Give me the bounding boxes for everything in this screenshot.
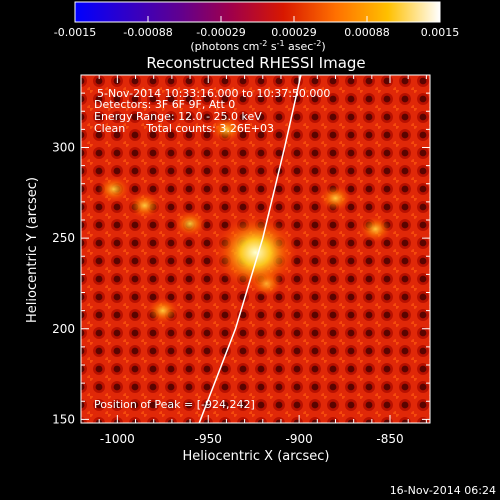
solar-limb-line [198, 75, 302, 423]
emission-sources [97, 116, 392, 324]
info-line-energy: Energy Range: 12.0 - 25.0 keV [94, 110, 262, 123]
y-tick-label: 150 [52, 412, 75, 426]
info-line-time: 5-Nov-2014 10:33:16.000 to 10:37:50.000 [97, 87, 330, 100]
colorbar-unit-label: (photons cm-2 s-1 asec-2) [190, 39, 325, 53]
y-tick-label: 300 [52, 141, 75, 155]
peak-source [213, 214, 298, 291]
info-line-counts: Clean Total counts: 3.26E+03 [94, 122, 274, 135]
secondary-source [97, 176, 130, 203]
x-tick-label: -900 [286, 432, 313, 446]
x-tick-label: -950 [195, 432, 222, 446]
heatmap-image [81, 75, 430, 423]
colorbar-ticks: -0.0015 -0.00088 -0.00029 0.00029 0.00088 0.0… [54, 16, 459, 39]
axis-ticks: -1000 -950 -900 -850 150 200 250 300 [52, 74, 430, 446]
secondary-source [146, 297, 179, 324]
info-line-detectors: Detectors: 3F 6F 9F, Att 0 [94, 98, 235, 111]
colorbar-tick-label: -0.0015 [54, 26, 96, 39]
secondary-source [359, 216, 392, 243]
timestamp: 16-Nov-2014 06:24 [390, 484, 496, 497]
peak-position-label: Position of Peak = [-924,242] [94, 398, 255, 411]
plot-frame [80, 74, 431, 424]
info-box: 5-Nov-2014 10:33:16.000 to 10:37:50.000 … [94, 87, 330, 135]
colorbar-tick-label: -0.00088 [123, 26, 172, 39]
secondary-source [174, 210, 207, 237]
colorbar-tick-label: 0.00088 [344, 26, 390, 39]
secondary-source [319, 185, 352, 212]
plot-title: Reconstructed RHESSI Image [146, 54, 365, 72]
y-tick-label: 200 [52, 322, 75, 336]
x-tick-label: -1000 [100, 432, 135, 446]
x-axis-label: Heliocentric X (arcsec) [183, 449, 330, 464]
y-tick-label: 250 [52, 231, 75, 245]
colorbar-tick-label: 0.00029 [271, 26, 317, 39]
colorbar-tick-label: -0.00029 [196, 26, 245, 39]
secondary-source [210, 116, 243, 143]
y-axis-label: Heliocentric Y (arcsec) [25, 177, 40, 323]
colorbar-tick-label: 0.0015 [421, 26, 460, 39]
colorbar [74, 1, 441, 23]
x-tick-label: -850 [376, 432, 403, 446]
secondary-source [128, 192, 161, 219]
